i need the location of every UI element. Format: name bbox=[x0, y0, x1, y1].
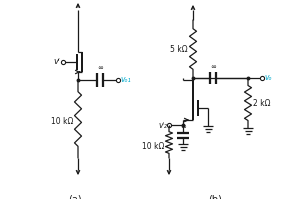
Text: vᴵ₂: vᴵ₂ bbox=[158, 121, 167, 130]
Text: ∞: ∞ bbox=[97, 65, 103, 71]
Text: 2 kΩ: 2 kΩ bbox=[253, 99, 271, 107]
Text: (a): (a) bbox=[68, 194, 82, 199]
Text: 5 kΩ: 5 kΩ bbox=[170, 45, 188, 54]
Text: vᴵ: vᴵ bbox=[53, 58, 60, 66]
Text: (b): (b) bbox=[208, 194, 222, 199]
Text: vₒ₁: vₒ₁ bbox=[120, 75, 131, 85]
Text: 10 kΩ: 10 kΩ bbox=[142, 142, 164, 151]
Text: 10 kΩ: 10 kΩ bbox=[50, 116, 73, 126]
Text: vₒ: vₒ bbox=[264, 73, 272, 83]
Text: ∞: ∞ bbox=[180, 124, 186, 130]
Text: ∞: ∞ bbox=[210, 64, 216, 70]
